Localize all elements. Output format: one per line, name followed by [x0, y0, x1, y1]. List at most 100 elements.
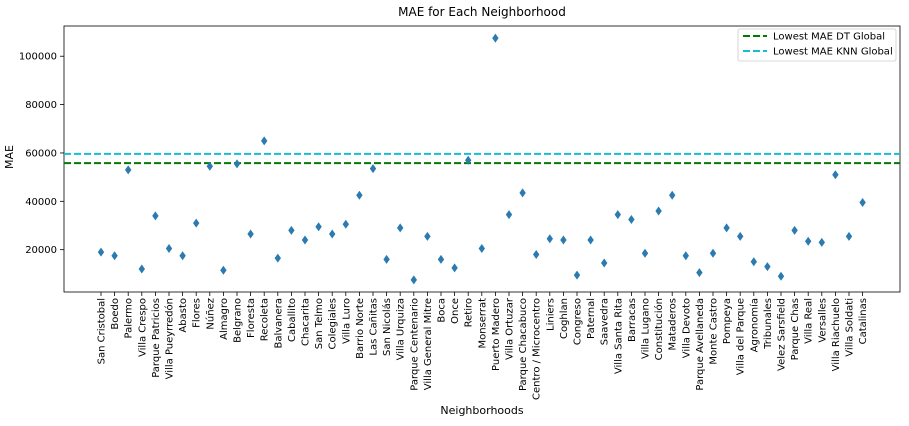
y-tick-label: 80000	[25, 100, 57, 111]
x-tick-label: Villa General Mitre	[423, 298, 434, 390]
x-tick-label: Villa del Parque	[736, 298, 747, 375]
data-point	[560, 235, 567, 245]
data-point	[723, 223, 730, 233]
data-point	[342, 219, 349, 229]
data-point	[587, 235, 594, 245]
data-point	[97, 247, 105, 257]
data-point	[410, 275, 417, 285]
data-point	[233, 159, 241, 169]
x-tick-label: Floresta	[246, 298, 257, 338]
x-tick-label: Parque Patricios	[151, 298, 162, 378]
legend-box	[737, 28, 897, 62]
x-tick-label: San Cristobal	[97, 298, 108, 364]
chart-title: MAE for Each Neighborhood	[398, 5, 566, 19]
data-point	[655, 206, 662, 216]
data-point	[777, 271, 785, 281]
data-point	[791, 225, 798, 235]
data-point	[533, 250, 540, 260]
x-tick-label: Parque Centenario	[409, 298, 420, 391]
data-point	[505, 210, 513, 220]
data-point	[478, 243, 485, 253]
x-tick-label: Puerto Madero	[491, 298, 502, 371]
data-point	[261, 136, 268, 146]
data-point	[274, 253, 281, 263]
x-tick-label: Núñez	[204, 298, 216, 330]
x-tick-label: Villa Luro	[341, 298, 352, 344]
x-tick-label: Retiro	[464, 298, 475, 327]
x-tick-label: Villa Pueyrredón	[164, 298, 176, 379]
y-axis-label: MAE	[3, 145, 16, 169]
x-tick-label: Villa Urquiza	[396, 298, 407, 360]
data-point	[125, 165, 132, 175]
x-axis-label: Neighborhoods	[440, 404, 523, 417]
y-tick-label: 20000	[25, 245, 57, 256]
data-point	[546, 234, 553, 244]
y-tick-label: 40000	[25, 197, 57, 208]
data-point	[832, 170, 839, 180]
x-tick-label: Boedo	[110, 298, 121, 330]
data-point	[206, 161, 213, 171]
data-point	[383, 254, 390, 264]
data-point	[682, 251, 689, 261]
data-point	[152, 211, 159, 221]
x-tick-label: Barrio Norte	[355, 298, 366, 359]
x-tick-label: Monte Castro	[709, 298, 720, 365]
x-tick-label: Coghlan	[559, 298, 570, 339]
data-point	[247, 229, 254, 239]
data-point	[805, 236, 812, 246]
x-tick-label: Flores	[192, 298, 203, 328]
data-point	[737, 231, 744, 241]
data-point	[845, 231, 853, 241]
legend: Lowest MAE DT Global Lowest MAE KNN Globa…	[737, 28, 897, 62]
x-tick-label: San Telmo	[314, 298, 325, 349]
x-tick-label: Chacarita	[301, 298, 312, 346]
data-point	[573, 270, 581, 280]
data-point	[764, 262, 771, 272]
data-point	[437, 254, 445, 264]
x-tick-label: Parque Avellaneda	[695, 298, 706, 391]
data-point	[628, 214, 635, 224]
data-point	[220, 265, 227, 275]
data-point	[424, 231, 431, 241]
y-axis: 20000 40000 60000 80000 100000	[19, 52, 64, 256]
x-tick-label: Barracas	[627, 298, 638, 342]
x-tick-label: Abasto	[178, 298, 189, 333]
data-point	[451, 263, 458, 273]
legend-label: Lowest MAE DT Global	[773, 32, 885, 43]
data-point	[138, 264, 145, 274]
y-tick-label: 60000	[25, 148, 57, 159]
x-tick-label: Parque Chacabuco	[518, 298, 529, 391]
legend-label: Lowest MAE KNN Global	[773, 47, 893, 58]
x-tick-label: Catalinas	[858, 298, 869, 344]
x-tick-label: Pompeya	[722, 298, 733, 344]
x-tick-label: Agronomía	[748, 298, 760, 352]
data-point	[669, 190, 676, 200]
data-point	[818, 237, 825, 247]
x-tick-label: Balvanera	[273, 298, 284, 349]
data-point	[111, 251, 118, 261]
x-tick-label: Caballito	[287, 298, 298, 342]
x-tick-label: Palermo	[124, 298, 135, 338]
data-point	[614, 210, 621, 220]
data-points	[97, 33, 866, 285]
data-point	[356, 190, 363, 200]
x-tick-label: Las Cañitas	[369, 298, 380, 356]
x-tick-label: Velez Sarsfield	[777, 298, 788, 371]
x-tick-label: Colegiales	[328, 298, 339, 349]
x-tick-label: Liniers	[545, 298, 556, 331]
x-tick-label: Paternal	[586, 298, 597, 339]
x-axis: San Cristobal Boedo Palermo Villa Crespo Par…	[97, 292, 869, 400]
data-point	[301, 235, 309, 245]
x-tick-label: Villa Crespo	[137, 298, 148, 357]
data-point	[329, 229, 336, 239]
data-point	[601, 258, 608, 268]
data-point	[465, 155, 472, 165]
data-point	[519, 188, 526, 198]
x-tick-label: Mataderos	[668, 298, 679, 351]
x-tick-label: Villa Santa Rita	[613, 298, 624, 374]
x-tick-label: Villa Real	[804, 298, 815, 344]
data-point	[179, 251, 186, 261]
x-tick-label: Versalles	[817, 298, 828, 343]
x-tick-label: Congreso	[573, 298, 584, 345]
